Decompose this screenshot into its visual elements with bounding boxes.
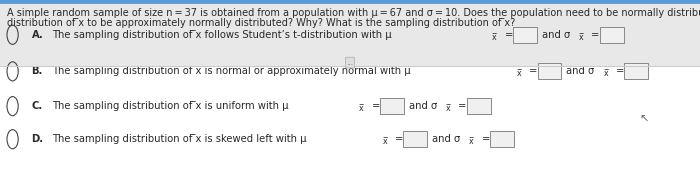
Text: B.: B. [32,66,43,76]
Text: The sampling distribution of ̅x is uniform with μ: The sampling distribution of ̅x is unifo… [52,101,289,111]
Text: and σ: and σ [409,101,437,111]
Text: x̅: x̅ [469,137,474,146]
Text: C.: C. [32,101,43,111]
FancyBboxPatch shape [490,131,514,147]
Text: =: = [480,134,492,144]
FancyBboxPatch shape [403,131,427,147]
Text: A simple random sample of size n = 37 is obtained from a population with μ = 67 : A simple random sample of size n = 37 is… [7,8,700,18]
Text: The sampling distribution of ̅x follows Student’s t-distribution with μ: The sampling distribution of ̅x follows … [52,30,392,40]
Text: ...: ... [346,58,354,67]
Text: A.: A. [32,30,43,40]
FancyBboxPatch shape [600,27,624,43]
Text: x̅: x̅ [517,69,522,78]
Text: =: = [370,101,382,111]
Text: =: = [614,66,626,76]
Text: D.: D. [32,134,43,144]
Text: =: = [527,66,540,76]
Text: distribution of ̅x to be approximately normally distributed? Why? What is the sa: distribution of ̅x to be approximately n… [7,18,515,28]
Text: The sampling distribution of ̅x is normal or approximately normal with μ: The sampling distribution of ̅x is norma… [52,66,411,76]
Text: x̅: x̅ [359,104,364,113]
Text: x̅: x̅ [603,69,608,78]
Text: and σ: and σ [432,134,460,144]
Text: x̅: x̅ [446,104,451,113]
FancyBboxPatch shape [0,0,700,66]
Text: x̅: x̅ [579,33,584,42]
FancyBboxPatch shape [538,63,561,79]
FancyBboxPatch shape [380,98,404,114]
FancyBboxPatch shape [513,27,537,43]
FancyBboxPatch shape [467,98,491,114]
Text: =: = [589,30,602,40]
Text: =: = [456,101,469,111]
Text: and σ: and σ [566,66,594,76]
Text: x̅: x̅ [382,137,387,146]
FancyBboxPatch shape [624,63,648,79]
Text: and σ: and σ [542,30,570,40]
Text: =: = [503,30,515,40]
Text: The sampling distribution of ̅x is skewed left with μ: The sampling distribution of ̅x is skewe… [52,134,307,144]
Text: x̅: x̅ [492,33,497,42]
Text: =: = [393,134,405,144]
Text: ↖: ↖ [639,115,649,125]
